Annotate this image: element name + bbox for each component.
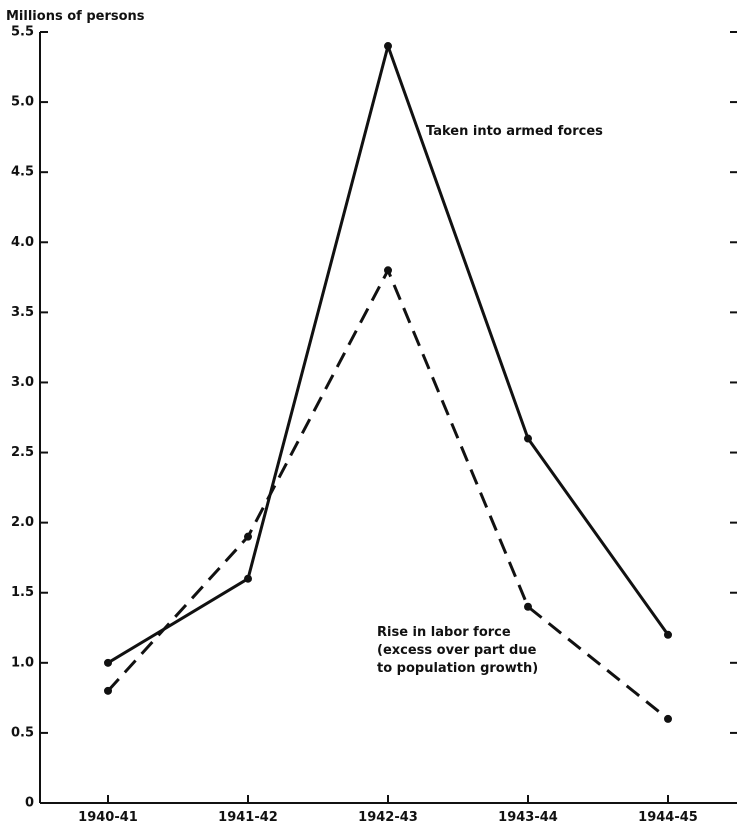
data-point-0 [524, 434, 532, 443]
x-tick-label: 1940-41 [78, 810, 138, 825]
x-tick-label: 1942-43 [358, 810, 418, 825]
series-label-labor-force-line-1: Rise in labor force [377, 625, 511, 640]
y-tick-label: 2.5 [11, 445, 34, 460]
data-point-0 [384, 42, 392, 51]
x-tick-label: 1943-44 [498, 810, 558, 825]
y-tick-label: 1.5 [11, 585, 34, 600]
series-label-labor-force-line-2: (excess over part due [377, 643, 537, 658]
series-label-labor-force: Rise in labor force (excess over part du… [377, 625, 541, 676]
data-point-1 [244, 532, 252, 541]
series-label-labor-force-line-3: to population growth) [377, 661, 538, 676]
y-tick-label: 3.0 [11, 375, 34, 390]
data-point-1 [384, 266, 392, 275]
y-tick-label: 4.5 [11, 165, 34, 180]
x-tick-label: 1941-42 [218, 810, 278, 825]
series-group [104, 42, 672, 723]
x-tick-label: 1944-45 [638, 810, 698, 825]
y-axis-label: Millions of persons [6, 9, 145, 24]
y-tick-label: 5.0 [11, 95, 34, 110]
data-point-0 [104, 658, 112, 667]
x-ticks: 1940-41 1941-42 1942-43 1943-44 1944-45 [78, 795, 698, 825]
y-tick-label: 0 [25, 796, 34, 811]
data-point-0 [664, 630, 672, 639]
axes [39, 32, 737, 804]
data-point-1 [664, 714, 672, 723]
y-tick-label: 2.0 [11, 515, 34, 530]
y-tick-label: 1.0 [11, 655, 34, 670]
series-label-armed-forces: Taken into armed forces [426, 124, 603, 139]
y-tick-label: 5.5 [11, 25, 34, 40]
data-point-1 [524, 602, 532, 611]
y-tick-label: 0.5 [11, 725, 34, 740]
y-ticks: 0 0.5 1.0 1.5 2.0 2.5 3.0 3.5 4.0 4.5 5.0 5.5 [11, 25, 737, 811]
data-point-1 [104, 686, 112, 695]
y-tick-label: 4.0 [11, 235, 34, 250]
y-tick-label: 3.5 [11, 305, 34, 320]
data-point-0 [244, 574, 252, 583]
